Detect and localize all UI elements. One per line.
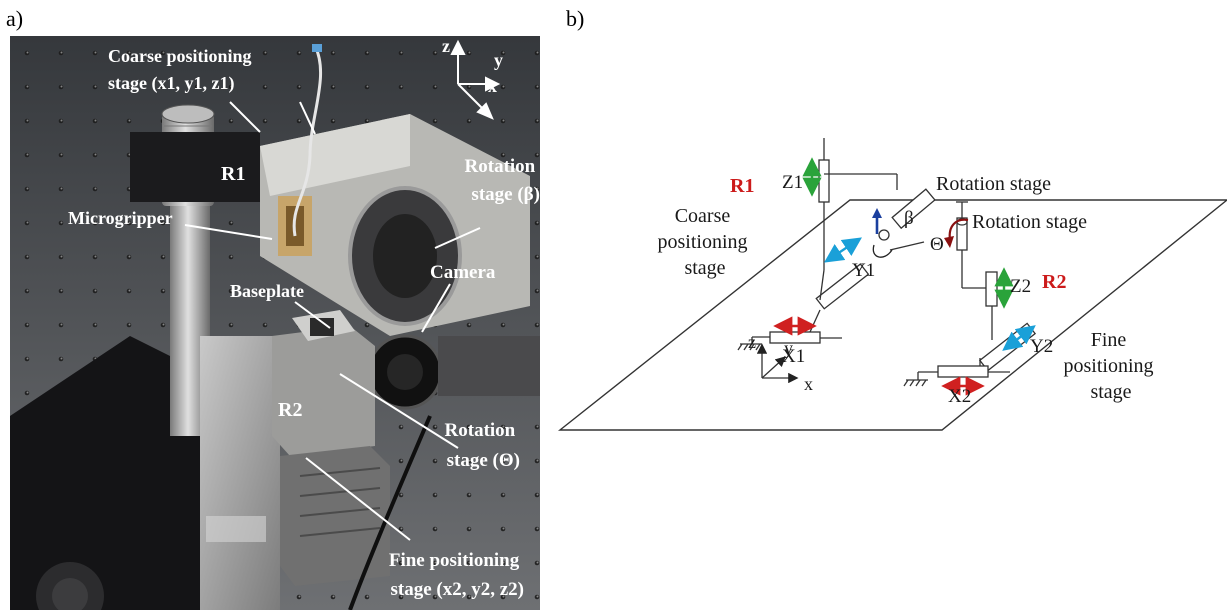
- panel-label-b: b): [566, 6, 585, 31]
- y1-joint: [815, 263, 870, 310]
- diagram-axes: [756, 343, 799, 384]
- photo-leader-lines: [184, 101, 481, 541]
- setup-photo: z y x Coarse positioning stage (x1, y1, …: [10, 36, 540, 610]
- diagram-r2-label: R2: [1042, 271, 1066, 293]
- z1-joint: [818, 159, 830, 203]
- x2-joint: [937, 365, 989, 378]
- z1-label: Z1: [782, 172, 803, 193]
- rotation-beta-joint: [891, 188, 936, 230]
- baseplate-label: Baseplate: [230, 281, 304, 301]
- x1-label: X1: [782, 346, 805, 367]
- fine-stage-label: Fine positioning stage (x2, y2, z2): [389, 550, 524, 600]
- microgripper-label: Microgripper: [68, 208, 173, 228]
- rotation-beta-label: Rotation stage (β): [465, 156, 540, 205]
- fine-stage: [272, 326, 375, 456]
- x2-label: X2: [948, 386, 971, 407]
- photo-axes: [450, 39, 501, 120]
- z2-joint: [985, 271, 998, 307]
- r2-label: R2: [278, 399, 302, 421]
- rotation-theta-label: Rotation stage (Θ): [445, 420, 520, 471]
- y2-arrow: [1002, 325, 1036, 351]
- rotation-stage-2-label: Rotation stage: [972, 211, 1087, 233]
- x1-joint: [769, 331, 821, 344]
- fine-stage-diagram-label: Fine positioning stage: [1063, 329, 1158, 403]
- diagram-r1-label: R1: [730, 175, 754, 197]
- r1-label: R1: [221, 163, 245, 185]
- coarse-stage-diagram-label: Coarse positioning stage: [657, 205, 752, 279]
- diagram-axis-x: x: [804, 374, 813, 394]
- panel-label-a: a): [6, 6, 24, 31]
- kinematic-diagram: R1 R2 Z1 Y1 X1 Z2 Y2 X2 β Θ Rotation sta…: [557, 138, 1227, 431]
- black-mount: [10, 336, 210, 610]
- theta-arrow: [948, 218, 969, 241]
- axis-label-y: y: [494, 50, 503, 70]
- y1-label: Y1: [852, 260, 875, 281]
- cable: [292, 45, 323, 237]
- rotation-stage-1-label: Rotation stage: [936, 173, 1051, 195]
- diagram-axis-z: z: [748, 332, 756, 352]
- beta-label: β: [904, 208, 914, 229]
- axis-label-z: z: [442, 36, 450, 56]
- z2-label: Z2: [1010, 276, 1031, 297]
- axis-label-x: x: [488, 76, 497, 96]
- camera-label: Camera: [430, 262, 496, 283]
- base-plane: [557, 199, 1227, 431]
- y2-label: Y2: [1030, 336, 1053, 357]
- coarse-stage-label: Coarse positioning stage (x1, y1, z1): [108, 46, 256, 94]
- y1-arrow: [824, 237, 862, 263]
- theta-label: Θ: [930, 234, 944, 255]
- diagram-axis-y: y: [784, 338, 793, 358]
- coarse-stage-body: [200, 336, 280, 610]
